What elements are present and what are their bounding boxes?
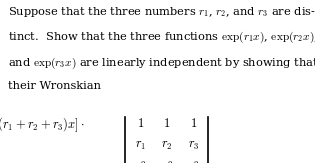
Text: Suppose that the three numbers $r_1$, $r_2$, and $r_3$ are dis-: Suppose that the three numbers $r_1$, $r… (8, 5, 315, 19)
Text: $1$: $1$ (190, 117, 198, 130)
Text: $r_2^2$: $r_2^2$ (161, 160, 173, 163)
Text: $r_3^2$: $r_3^2$ (187, 160, 200, 163)
Text: $r_1$: $r_1$ (135, 139, 146, 152)
Text: $1$: $1$ (163, 117, 171, 130)
Text: and $\exp(r_3 x)$ are linearly independent by showing that: and $\exp(r_3 x)$ are linearly independe… (8, 55, 315, 71)
Text: $r_2$: $r_2$ (161, 139, 173, 152)
Text: $r_3$: $r_3$ (188, 139, 199, 152)
Text: $1$: $1$ (136, 117, 144, 130)
Text: their Wronskian: their Wronskian (8, 81, 101, 91)
Text: tinct.  Show that the three functions $\exp(r_1 x)$, $\exp(r_2 x)$,: tinct. Show that the three functions $\e… (8, 30, 315, 45)
Text: $r_1^2$: $r_1^2$ (134, 160, 146, 163)
Text: $W = \exp[(r_1 + r_2 + r_3)x]\cdot$: $W = \exp[(r_1 + r_2 + r_3)x]\cdot$ (0, 116, 85, 134)
